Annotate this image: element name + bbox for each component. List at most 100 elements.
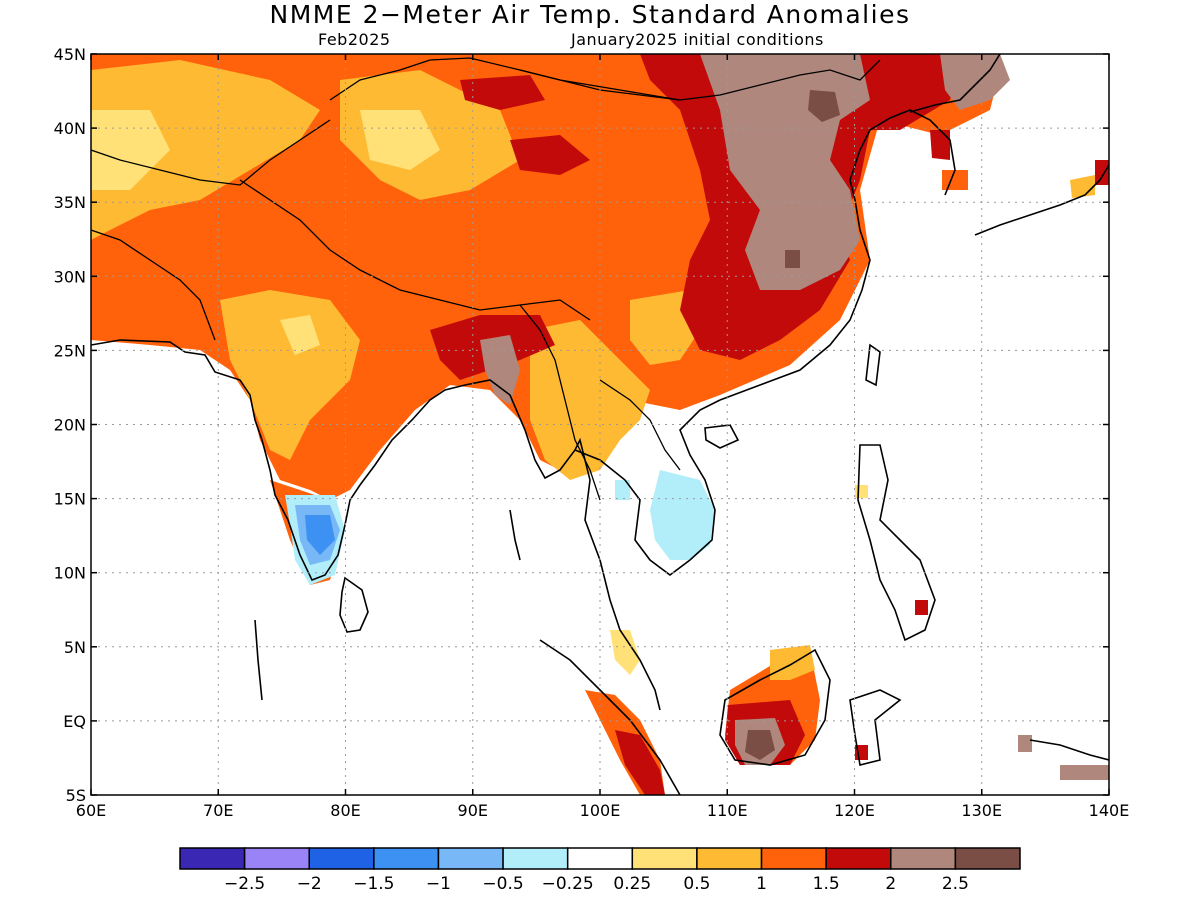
anomaly-region-1p5-2-japan: [1095, 160, 1109, 185]
coastline-japan: [974, 164, 1109, 236]
anomaly-region-papua-2-2p5: [1060, 765, 1109, 780]
anomaly-region-2p5-plus-china-2: [785, 250, 800, 268]
anomaly-region-borneo-2p5-plus: [745, 730, 775, 760]
legend-label: −2: [297, 874, 322, 894]
initial-conditions: January2025 initial conditions: [571, 30, 824, 49]
anomaly-region-0p5-1-india: [220, 290, 360, 460]
legend-swatch: [373, 847, 440, 870]
anomaly-region-0p25-0p5-tibet: [360, 110, 440, 170]
anomaly-region-borneo-0p5-1: [770, 645, 815, 680]
coastline-indochina: [574, 399, 721, 576]
coastline-hainan: [704, 424, 740, 449]
lat-tick-label: 20N: [54, 416, 86, 435]
coastline-sumatra: [539, 639, 681, 795]
anomaly-region-0p5-1-west: [91, 60, 320, 240]
lat-tick-label: 15N: [54, 490, 86, 509]
coastline-maldives: [254, 619, 263, 701]
lon-tick-label: 80E: [330, 801, 360, 820]
color-legend: −2.5 −2 −1.5 −1 −0.5 −0.25 0.25 0.5 1 1.5 2 2.5: [179, 847, 1021, 894]
lon-tick-label: 100E: [580, 801, 621, 820]
lat-tick-label: 10N: [54, 564, 86, 583]
coastline-philippines: [857, 444, 936, 642]
legend-swatch: [243, 847, 310, 870]
border-iran-afghanistan: [91, 229, 216, 341]
lat-tick-label: 40N: [54, 119, 86, 138]
legend-swatch: [890, 847, 957, 870]
forecast-month: Feb2025: [318, 30, 391, 49]
anomaly-region-0p25-0p5-west: [91, 110, 170, 190]
anomaly-region-japan-0p5-1: [1070, 175, 1095, 198]
lon-tick-label: 110E: [707, 801, 748, 820]
legend-swatch: [696, 847, 763, 870]
legend-swatch: [566, 847, 634, 870]
coastline-borneo: [719, 648, 831, 766]
anomaly-region-1p5-2-korea: [930, 130, 950, 160]
legend-swatch: [502, 847, 569, 870]
lon-tick-label: 120E: [834, 801, 875, 820]
legend-label: 2.5: [942, 874, 969, 894]
lat-tick-label: 35N: [54, 193, 86, 212]
coastline-sri-lanka: [339, 576, 369, 633]
lat-tick-label: 30N: [54, 267, 86, 286]
border-mongolia: [519, 59, 881, 101]
coastline-china: [719, 109, 956, 401]
anomaly-region-neg-0p25-thai: [615, 480, 630, 500]
map-title: NMME 2−Meter Air Temp. Standard Anomalie…: [269, 0, 911, 29]
border-china-west: [329, 57, 681, 101]
border-myanmar: [519, 304, 601, 501]
legend-label: 2: [885, 874, 896, 894]
lon-tick-label: 130E: [961, 801, 1002, 820]
legend-label: 1: [756, 874, 767, 894]
coastline-korea: [909, 54, 1001, 113]
legend-swatch: [825, 847, 892, 870]
lon-tick-label: 70E: [203, 801, 233, 820]
axis-ticks: 60E 70E 80E 90E 100E 110E 120E 130E 140E 45N 40N 35…: [54, 45, 1130, 820]
anomaly-region-1p5-2-tibet: [510, 135, 590, 175]
coastline-sulawesi: [849, 689, 902, 766]
coastlines: [91, 54, 1109, 795]
anomaly-region-luzon-0p25-0p5: [855, 485, 868, 498]
legend-label: −1.5: [353, 874, 394, 894]
legend-swatch: [954, 847, 1021, 870]
anomaly-fields: [91, 54, 1109, 795]
border-central-asia: [91, 119, 331, 186]
border-laos-vietnam: [599, 379, 681, 471]
anomaly-region-korea-1-1p5: [942, 170, 968, 190]
anomaly-region-neg-1-india: [305, 515, 335, 555]
anomaly-region-philippines-1p5-2: [915, 600, 928, 615]
anomaly-region-2p5-plus-china: [808, 90, 840, 122]
legend-swatch: [760, 847, 827, 870]
legend-swatch: [437, 847, 504, 870]
coastline-andaman: [509, 509, 521, 561]
country-borders: [91, 57, 881, 501]
legend-label: 1.5: [813, 874, 840, 894]
lat-tick-label: EQ: [63, 712, 86, 731]
lon-tick-label: 90E: [458, 801, 488, 820]
legend-label: −1: [426, 874, 451, 894]
lon-tick-label: 140E: [1089, 801, 1130, 820]
lat-tick-label: 5N: [64, 638, 86, 657]
legend-label: −2.5: [224, 874, 265, 894]
anomaly-region-sumatra-1p5-2: [615, 730, 665, 795]
legend-swatch: [308, 847, 375, 870]
legend-label: 0.5: [683, 874, 710, 894]
legend-swatch: [631, 847, 698, 870]
lat-tick-label: 25N: [54, 341, 86, 360]
lat-tick-label: 45N: [54, 45, 86, 64]
anomaly-region-2-2p5-bangladesh: [480, 335, 520, 405]
anomaly-region-0p5-1-se-asia: [530, 320, 650, 480]
anomaly-region-1p5-2-mongolia: [460, 75, 545, 110]
anomaly-region-malaya-0p25-0p5: [610, 630, 640, 675]
lon-tick-label: 60E: [76, 801, 106, 820]
legend-label: 0.25: [613, 874, 651, 894]
anomaly-region-2-2p5-ne: [940, 54, 1010, 110]
anomaly-region-0p25-0p5-india: [280, 315, 320, 355]
lat-tick-label: 5S: [66, 786, 86, 805]
legend-label: −0.25: [542, 874, 594, 894]
anomaly-region-neg-0p25-indochina: [650, 470, 715, 560]
coastline-south-asia: [91, 339, 661, 711]
coastline-new-guinea: [1029, 739, 1109, 761]
legend-label: −0.5: [482, 874, 523, 894]
coastline-taiwan: [865, 343, 881, 387]
